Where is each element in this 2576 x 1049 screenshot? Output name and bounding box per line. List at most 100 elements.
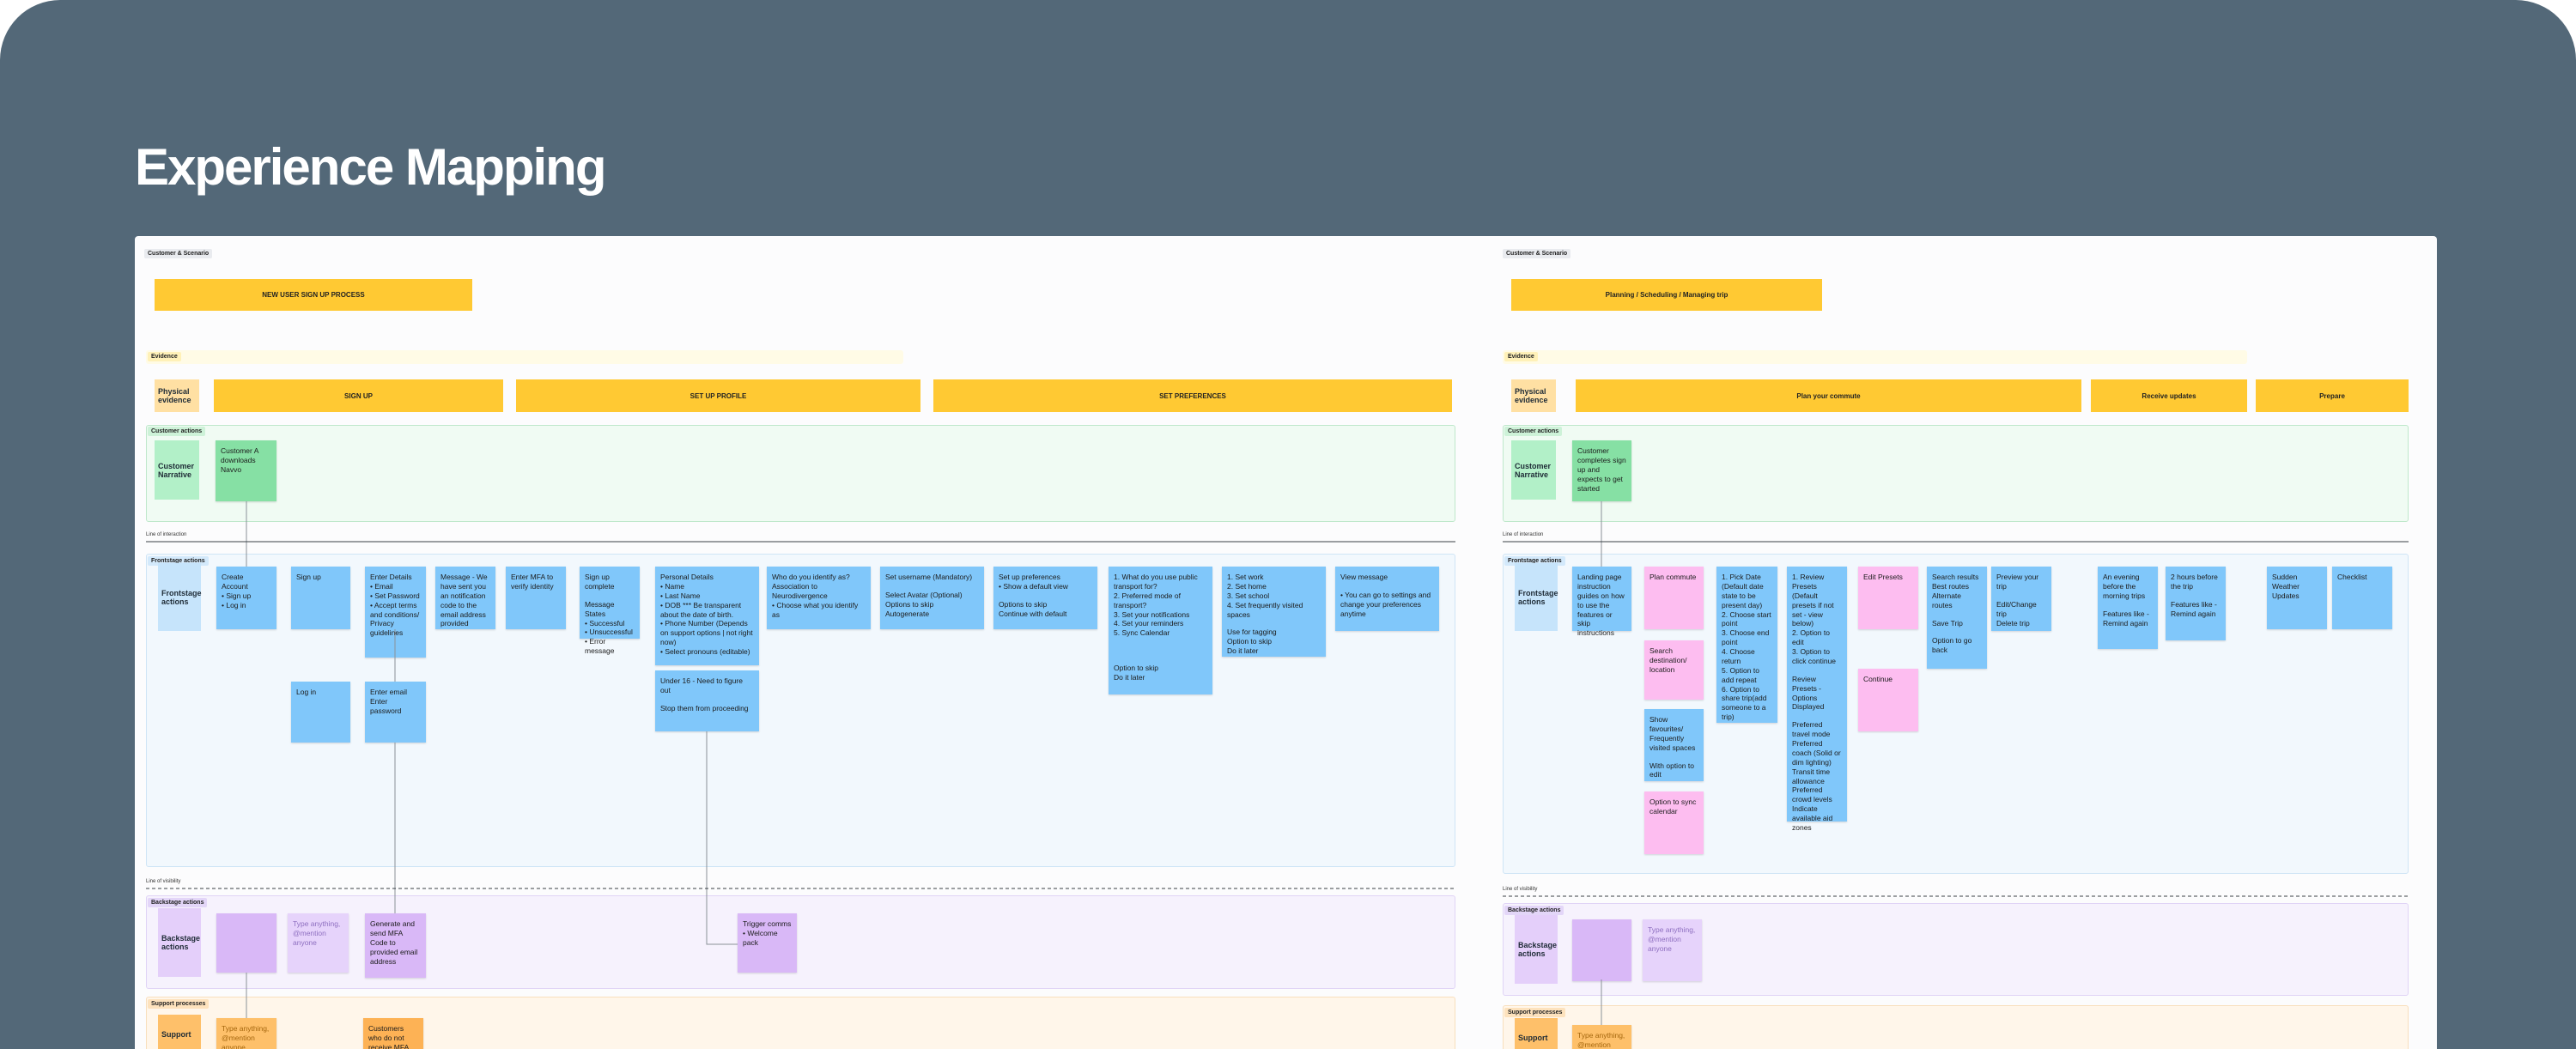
note-line: Features like - Remind again <box>2103 609 2149 628</box>
section-tag: Customer actions <box>1504 427 1563 436</box>
row-label: Customer Narrative <box>155 440 199 500</box>
note-line: Under 16 - Need to figure out <box>660 676 743 694</box>
note-line: Generate and send MFA Code to provided e… <box>370 919 418 966</box>
note-line: • Last Name <box>660 591 701 600</box>
note-line: Options to skip <box>885 599 934 609</box>
note-line: 5. Sync Calendar <box>1114 628 1170 638</box>
sticky-note: Type anything, @mention anyone <box>288 913 349 973</box>
phase-bar: Receive updates <box>2091 379 2247 412</box>
sticky-note: Preview your trip Edit/Change trip Delete … <box>1991 567 2051 631</box>
sticky-note: Set username (Mandatory) Select Avatar (O… <box>880 567 984 629</box>
line-label: Line of visibility <box>146 879 181 884</box>
sticky-note: Create Account • Sign up • Log in <box>216 567 276 629</box>
note-line: Personal Details <box>660 573 714 581</box>
note-line: Delete trip <box>1996 618 2030 628</box>
sticky-note: Who do you identify as? Association to N… <box>767 567 871 629</box>
sticky-note: Set up preferences • Show a default view O… <box>993 567 1097 629</box>
sticky-note: Under 16 - Need to figure out Stop them f… <box>655 670 759 731</box>
sticky-note: Sign up complete Message States • Successf… <box>580 567 640 655</box>
note-line: Do it later <box>1227 646 1259 656</box>
note-line: • Welcome pack <box>743 928 778 947</box>
note-line: Set username (Mandatory) <box>885 573 973 581</box>
line-label: Line of interaction <box>146 532 187 537</box>
sticky-note: Type anything, @mention anyone <box>1643 919 1702 981</box>
line-label: Line of interaction <box>1503 532 1544 537</box>
line-label: Line of visibility <box>1503 887 1538 892</box>
sticky-note: Enter email Enter password <box>365 682 426 743</box>
note-line: • Accept terms and conditions/ Privacy g… <box>370 600 420 638</box>
sticky-note: Enter Details • Email • Set Password • Acce… <box>365 567 426 658</box>
section-tag: Frontstage actions <box>148 556 209 566</box>
row-label: Customer Narrative <box>1511 440 1556 500</box>
note-line: 1. Pick Date (Default date state to be p… <box>1722 573 1764 609</box>
note-line: Autogenerate <box>885 609 930 618</box>
evidence-strip <box>146 350 903 364</box>
note-line: Option to skip <box>1227 637 1272 646</box>
note-line: Customer completes sign up and expects t… <box>1577 446 1626 493</box>
sticky-note: Enter MFA to verify identity <box>506 567 566 629</box>
sticky-note: 1. Pick Date (Default date state to be p… <box>1716 567 1777 723</box>
sticky-note: 1. Review Presets (Default presets if no… <box>1787 567 1847 832</box>
note-line: Edit/Change trip <box>1996 599 2037 618</box>
section-tag: Support processes <box>1504 1008 1566 1017</box>
note-line: 5. Option to add repeat <box>1722 665 1759 684</box>
note-line: • Select pronouns (editable) <box>660 647 750 656</box>
sticky-note: Continue <box>1858 669 1918 731</box>
sticky-note: Sudden Weather Updates <box>2267 567 2327 629</box>
phase-bar: Prepare <box>2256 379 2409 412</box>
note-line: 4. Choose return <box>1722 647 1755 665</box>
note-line: • Unsuccessful <box>585 628 633 637</box>
note-line: 6. Option to share trip(add someone to a… <box>1722 684 1767 722</box>
row-label: Physical evidence <box>1511 379 1556 412</box>
section-tag: Backstage actions <box>1504 906 1564 915</box>
sticky-note: Trigger comms • Welcome pack <box>738 913 797 973</box>
note-line: Save Trip <box>1932 618 1963 628</box>
note-line: Type anything, @mention anyone <box>293 919 341 947</box>
scenario-banner: Planning / Scheduling / Managing trip <box>1511 279 1822 311</box>
note-line: • Name <box>660 581 685 591</box>
note-line: • Show a default view <box>999 581 1068 591</box>
sticky-note: An evening before the morning trips Featu… <box>2098 567 2158 649</box>
note-line: • Phone Number (Depends on support optio… <box>660 619 753 647</box>
customer-region <box>1503 425 2409 522</box>
page-title: Experience Mapping <box>135 138 606 196</box>
note-line: Type anything, @mention anyone <box>222 1024 270 1049</box>
section-tag: Evidence <box>1504 352 1538 361</box>
note-line: Review Presets - Options Displayed <box>1792 674 1825 712</box>
note-line: Sign up <box>296 573 321 581</box>
sticky-note: Type anything, @mention anyone <box>1572 1025 1631 1049</box>
note-line: Option to go back <box>1932 636 1972 655</box>
note-line: Features like - Remind again <box>2171 599 2217 618</box>
note-line: 2. Choose start point <box>1722 609 1771 628</box>
note-line: 1. Set work <box>1227 573 1264 581</box>
note-line: • Choose what you identify as <box>772 600 859 619</box>
note-line: 4. Set frequently visited spaces <box>1227 600 1303 619</box>
note-line: 2 hours before the trip <box>2171 573 2218 591</box>
evidence-strip <box>1503 350 2247 364</box>
sticky-note: 1. What do you use public transport for?… <box>1109 567 1212 694</box>
note-line: Customer A downloads Navvo <box>221 446 258 474</box>
note-line: Show favourites/ Frequently visited spac… <box>1649 715 1696 752</box>
note-line: Sudden Weather Updates <box>2272 573 2300 600</box>
note-line: Plan commute <box>1649 573 1697 581</box>
section-tag: Customer & Scenario <box>144 249 213 258</box>
note-line: Do it later <box>1114 673 1145 682</box>
note-line: 2. Set home <box>1227 581 1267 591</box>
note-line: 1. Review Presets (Default presets if no… <box>1792 573 1834 628</box>
note-line: 3. Choose end point <box>1722 628 1770 647</box>
note-line: Preferred travel mode <box>1792 720 1831 739</box>
sticky-note: Customers who do not receive MFA <box>363 1018 423 1049</box>
row-label: Support <box>1515 1018 1558 1049</box>
note-line: Checklist <box>2337 573 2367 581</box>
row-label: Frontstage actions <box>158 563 202 631</box>
phase-bar: Plan your commute <box>1576 379 2081 412</box>
note-line: Edit Presets <box>1863 573 1903 581</box>
note-line: Best routes <box>1932 581 1969 591</box>
note-line: Create Account <box>222 573 248 591</box>
note-line: Landing page instruction guides on how t… <box>1577 573 1625 638</box>
note-line: Option to sync calendar <box>1649 797 1697 816</box>
sticky-note: Checklist <box>2332 567 2392 629</box>
sticky-note: Landing page instruction guides on how t… <box>1572 567 1631 637</box>
sticky-note: Customer A downloads Navvo <box>216 440 276 501</box>
